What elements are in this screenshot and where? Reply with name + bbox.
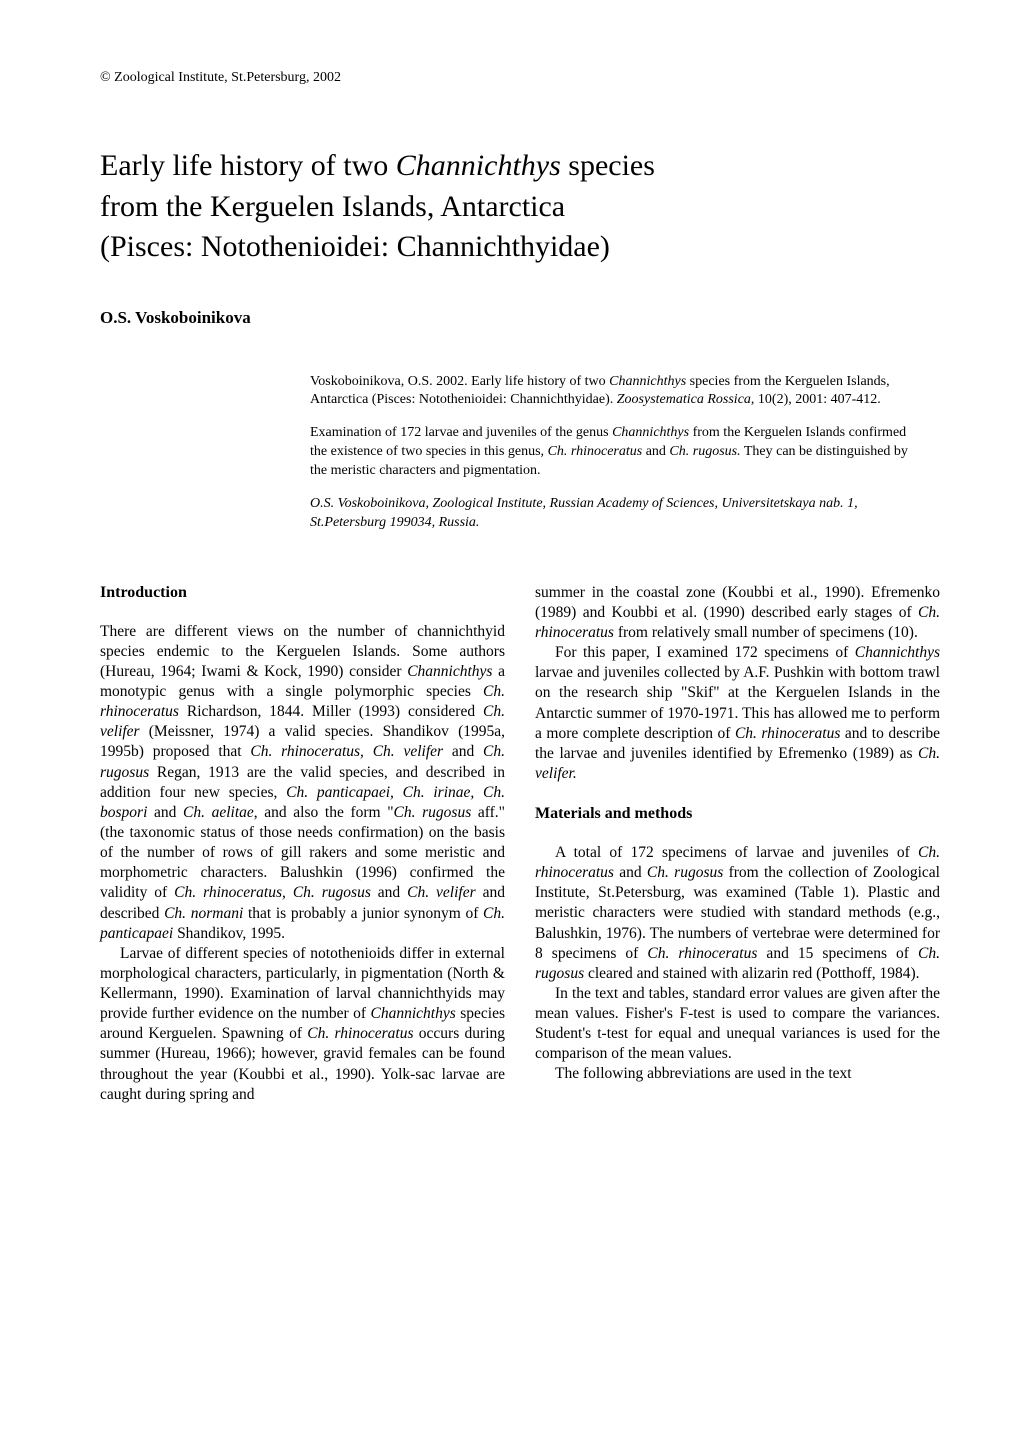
left-column: Introduction There are different views o… [100,583,505,1105]
rp1-a: from relatively small number of specimen… [614,624,918,641]
rp2-t2: Ch. rhinoceratus [735,725,840,742]
citation-ref: , 10(2), 2001: 407-412. [751,392,881,407]
author-affiliation: O.S. Voskoboinikova, Zoological Institut… [310,495,920,533]
lp1-t7: Ch. aelitae [183,804,254,821]
lp1-t1: Channichthys [407,663,492,680]
lp2-t1: Channichthys [371,1005,456,1022]
rp3-t3: Ch. rhinoceratus [647,945,757,962]
copyright-line: © Zoological Institute, St.Petersburg, 2… [100,70,940,86]
lp1-g: , and also the form " [254,804,394,821]
abs-taxon3: Ch. rugosus. [669,444,740,459]
intro-para-3: summer in the coastal zone (Koubbi et al… [535,583,940,643]
abstract-block: Voskoboinikova, O.S. 2002. Early life hi… [310,373,920,533]
lp1-t4: Ch. rhinoceratus, Ch. velifer [250,743,443,760]
title-text-3: (Pisces: Notothenioidei: Channichthyidae… [100,230,610,263]
intro-para-4: For this paper, I examined 172 specimens… [535,643,940,784]
abs-taxon2: Ch. rhinoceratus [548,444,643,459]
rp3-text: A total of 172 specimens of larvae and j… [555,844,918,861]
right-column: summer in the coastal zone (Koubbi et al… [535,583,940,1105]
author-name: O.S. Voskoboinikova [100,308,940,328]
citation-journal: Zoosystematica Rossica [617,392,751,407]
lp1-l: Shandikov, 1995. [173,925,285,942]
methods-para-1: A total of 172 specimens of larvae and j… [535,843,940,984]
abs-mid2: and [642,444,669,459]
lp1-k: that is probably a junior synonym of [243,905,483,922]
rp3-a: and [614,864,647,881]
rp2-t1: Channichthys [855,644,940,661]
abstract-text: Examination of 172 larvae and juveniles … [310,424,920,481]
intro-para-2: Larvae of different species of nototheni… [100,944,505,1105]
lp1-t10: Ch. velifer [407,884,476,901]
methods-para-3: The following abbreviations are used in … [535,1064,940,1084]
lp1-t8: Ch. rugosus [394,804,472,821]
introduction-heading: Introduction [100,583,505,604]
citation-pre: Voskoboinikova, O.S. 2002. Early life hi… [310,374,609,389]
lp1-t11: Ch. normani [164,905,243,922]
lp1-d: and [443,743,483,760]
lp1-t9: Ch. rhinoceratus, Ch. rugosus [174,884,371,901]
intro-para-1: There are different views on the number … [100,622,505,944]
citation-taxon: Channichthys [609,374,686,389]
article-title: Early life history of two Channichthys s… [100,146,940,268]
rp2-text: For this paper, I examined 172 specimens… [555,644,855,661]
rp3-c: and 15 specimens of [757,945,918,962]
citation: Voskoboinikova, O.S. 2002. Early life hi… [310,373,920,411]
lp1-f: and [147,804,183,821]
title-text-1: Early life history of two [100,149,396,182]
abs-pre: Examination of 172 larvae and juveniles … [310,425,612,440]
rp1-text: summer in the coastal zone (Koubbi et al… [535,584,940,621]
rp3-d: cleared and stained with alizarin red (P… [584,965,919,982]
abs-taxon1: Channichthys [612,425,689,440]
title-taxon: Channichthys [396,149,561,182]
lp2-t2: Ch. rhinoceratus [307,1025,413,1042]
methods-para-2: In the text and tables, standard error v… [535,984,940,1065]
rp3-t2: Ch. rugosus [647,864,723,881]
lp1-b: Richardson, 1844. Miller (1993) consider… [179,703,483,720]
lp1-i: and [371,884,407,901]
title-text-1b: species [561,149,655,182]
materials-heading: Materials and methods [535,804,940,825]
body-columns: Introduction There are different views o… [100,583,940,1105]
title-text-2: from the Kerguelen Islands, Antarctica [100,190,565,223]
